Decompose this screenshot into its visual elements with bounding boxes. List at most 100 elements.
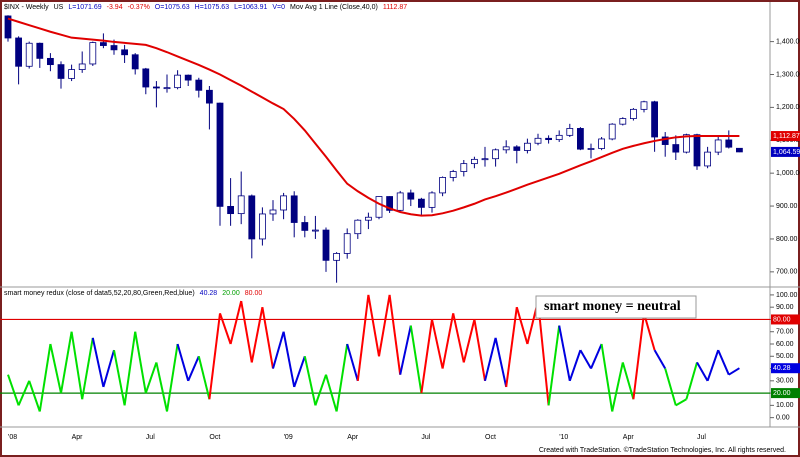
value-box-bg (771, 314, 800, 325)
oscillator-segment (600, 343, 614, 412)
oscillator-segment (7, 374, 20, 406)
candle-body (195, 79, 203, 91)
candle-body (513, 146, 521, 151)
header-item: 1112.87 (383, 4, 407, 11)
candle-body (693, 134, 701, 167)
value-box: 20.00 (771, 388, 800, 399)
candle-body (524, 142, 531, 151)
candle-body (598, 138, 605, 149)
candle-body (47, 57, 54, 66)
oscillator-segment (728, 367, 740, 376)
x-tick-label: Apr (72, 434, 84, 441)
value-box: 80.00 (771, 314, 800, 325)
oscillator-segment (675, 398, 687, 407)
candle-body (449, 171, 457, 178)
candle-body (301, 222, 309, 231)
candle-body (216, 102, 224, 207)
oscillator-segment (197, 356, 211, 400)
candle-body (577, 128, 584, 150)
x-tick-label: Oct (209, 434, 220, 441)
candle-body (375, 196, 383, 218)
oscillator-segment (505, 307, 518, 388)
candle-body (311, 229, 319, 232)
oscillator-segment (653, 349, 667, 370)
oscillator-segment (685, 362, 698, 400)
candle-body (36, 42, 44, 59)
candle-body (725, 139, 733, 148)
oscillator-segment (60, 331, 73, 394)
y-tick-label: 90.00 (776, 304, 794, 311)
candle-body (248, 195, 256, 240)
candle-body (428, 192, 436, 208)
oscillator-segment (272, 331, 285, 369)
candle-body (354, 219, 362, 235)
candle-body (651, 101, 658, 138)
candle-body (736, 147, 743, 153)
candle-body (704, 151, 711, 167)
x-tick-label: '08 (8, 434, 17, 441)
oscillator-segment (409, 325, 423, 394)
candle-body (492, 149, 500, 160)
candle-body (481, 158, 489, 161)
candle-body (227, 205, 235, 215)
candle-body (545, 137, 552, 141)
candle-body (555, 134, 563, 141)
y-tick-label: 70.00 (776, 329, 794, 336)
x-tick-label: Apr (623, 434, 635, 441)
x-tick-label: Jul (421, 434, 430, 441)
oscillator-segment (462, 319, 476, 363)
oscillator-segment (378, 294, 391, 357)
oscillator-segment (219, 312, 232, 345)
candle-body (89, 42, 97, 65)
oscillator-segment (388, 294, 402, 375)
candle-body (25, 42, 33, 67)
value-box-label: 1,064.59 (773, 149, 800, 156)
oscillator-segment (123, 331, 137, 406)
footer: Created with TradeStation. ©TradeStation… (539, 446, 786, 454)
oscillator-segment (144, 362, 158, 394)
candle-body (566, 128, 574, 136)
header-item: O=1075.63 (155, 4, 190, 11)
candle-body (396, 192, 404, 211)
annotation-text: smart money = neutral (544, 299, 681, 314)
header-item: Mov Avg 1 Line (Close,40,0) (290, 4, 378, 11)
oscillator-segment (632, 313, 645, 400)
candle-body (460, 163, 468, 172)
header-item: smart money redux (close of data5,52,20,… (4, 290, 195, 297)
candle-body (714, 139, 722, 153)
oscillator-segment (590, 343, 603, 369)
oscillator-segment (643, 313, 656, 351)
value-box-label: 80.00 (773, 316, 791, 323)
oscillator-segment (113, 349, 126, 406)
oscillator-segment (696, 361, 709, 382)
oscillator-segment (664, 368, 677, 406)
oscillator-segment (356, 294, 370, 381)
oscillator-segment (134, 331, 147, 394)
oscillator-segment (420, 319, 433, 394)
y-tick-label: 900.00 (776, 203, 798, 210)
oscillator-segment (282, 331, 296, 388)
oscillator-segment (441, 313, 455, 369)
oscillator-segment (431, 319, 444, 369)
candle-body (502, 146, 510, 151)
oscillator-segment (717, 349, 730, 376)
oscillator-segment (187, 355, 200, 382)
oscillator-segment (17, 380, 31, 406)
moving-average (7, 17, 740, 217)
candle-body (78, 63, 86, 70)
header-item: L=1071.69 (68, 4, 101, 11)
candle-body (619, 118, 627, 125)
oscillator-segment (346, 343, 359, 382)
oscillator-segment (208, 313, 221, 400)
oscillator-segment (484, 337, 497, 382)
oscillator-segment (81, 337, 94, 400)
value-box: 1,064.59 (771, 146, 800, 157)
x-tick-label: Apr (347, 434, 359, 441)
x-tick-label: Jul (697, 434, 706, 441)
candle-body (683, 134, 690, 153)
candle-body (15, 37, 23, 67)
candle-body (322, 229, 330, 261)
oscillator-segment (240, 300, 253, 363)
oscillator-segment (515, 306, 529, 345)
